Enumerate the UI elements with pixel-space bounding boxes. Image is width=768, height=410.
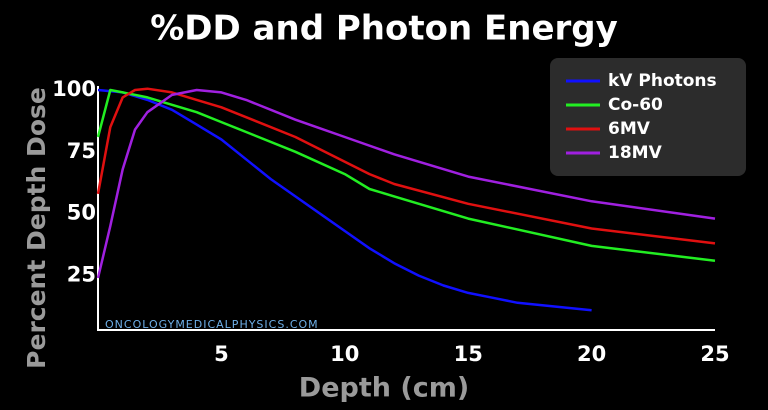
x-tick-label: 5 — [214, 342, 229, 366]
y-tick-label: 25 — [67, 263, 96, 287]
x-tick-label: 15 — [454, 342, 483, 366]
y-axis-label: Percent Depth Dose — [22, 87, 51, 369]
y-tick-label: 75 — [67, 139, 96, 163]
y-tick-label: 50 — [67, 201, 96, 225]
line-series — [96, 88, 716, 262]
line-series — [96, 87, 716, 245]
x-tick-label: 20 — [577, 342, 606, 366]
legend-label: kV Photons — [608, 71, 717, 91]
x-tick-label: 25 — [700, 342, 729, 366]
legend-label: 6MV — [608, 119, 651, 139]
legend-box — [550, 58, 746, 176]
chart-title: %DD and Photon Energy — [150, 9, 618, 49]
y-tick-label: 100 — [52, 77, 96, 101]
x-tick-label: 10 — [330, 342, 359, 366]
legend-label: Co-60 — [608, 95, 663, 115]
watermark: ONCOLOGYMEDICALPHYSICS.COM — [105, 318, 319, 331]
legend-label: 18MV — [608, 143, 663, 163]
x-axis-label: Depth (cm) — [299, 373, 469, 404]
line-series — [96, 88, 716, 279]
line-series — [97, 88, 592, 312]
